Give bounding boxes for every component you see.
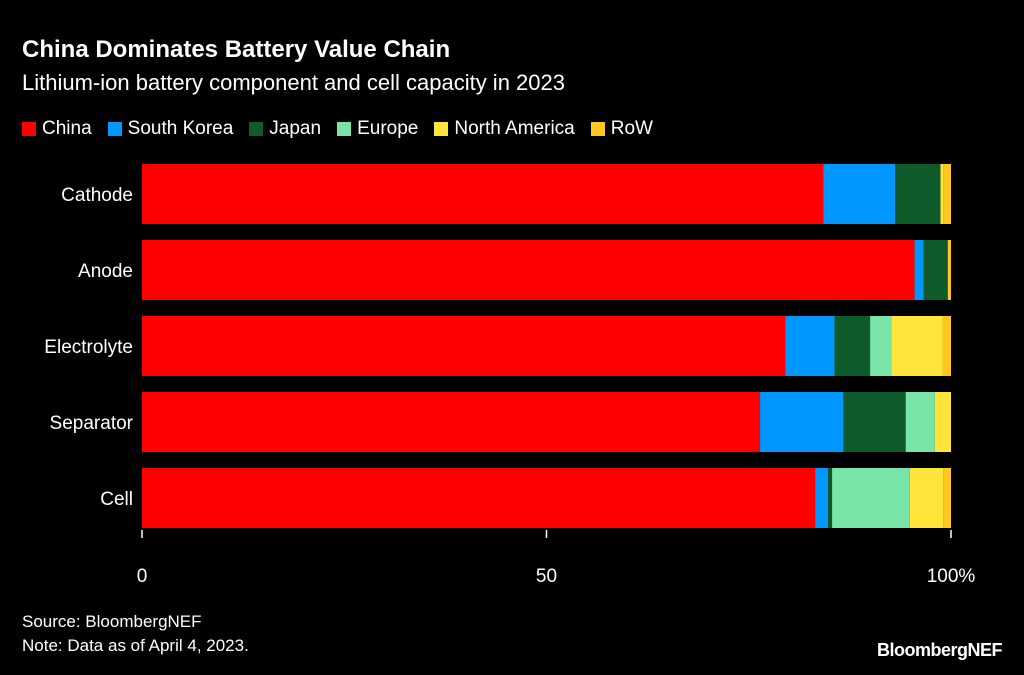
bar-segment-south-korea bbox=[785, 316, 835, 376]
bar-segment-south-korea bbox=[823, 164, 896, 224]
legend-label: North America bbox=[454, 118, 575, 139]
category-label: Separator bbox=[50, 413, 134, 434]
bar-segment-china bbox=[142, 240, 915, 300]
x-tick-label: 100% bbox=[927, 566, 976, 587]
bar-segment-north-america bbox=[891, 316, 943, 376]
bar-segment-europe bbox=[832, 468, 910, 528]
bar-segment-south-korea bbox=[815, 468, 829, 528]
bar-segment-japan bbox=[834, 316, 871, 376]
bar-segment-japan bbox=[895, 164, 941, 224]
legend-swatch bbox=[337, 122, 352, 136]
bar-segment-japan bbox=[843, 392, 906, 452]
legend-swatch bbox=[249, 122, 264, 136]
bar-segment-china bbox=[142, 316, 786, 376]
bar-segment-south-korea bbox=[914, 240, 924, 300]
chart: Cathode Anode Electrolyte Separator Cell 0 50 1… bbox=[44, 164, 976, 587]
bar-segment-row bbox=[942, 316, 951, 376]
legend-item: North America bbox=[434, 118, 575, 140]
bar-segment-europe bbox=[905, 392, 935, 452]
bar-segment-north-america bbox=[934, 392, 951, 452]
x-tick-label: 0 bbox=[137, 566, 148, 587]
legend-item: South Korea bbox=[107, 118, 234, 140]
legend: China South Korea Japan Europe North America… bbox=[22, 118, 653, 140]
legend-label: RoW bbox=[610, 118, 653, 139]
bar-segment-europe bbox=[870, 316, 892, 376]
bar-segment-row bbox=[943, 164, 951, 224]
chart-subtitle: Lithium-ion battery component and cell c… bbox=[22, 70, 565, 95]
note-text: Note: Data as of April 4, 2023. bbox=[22, 636, 249, 655]
legend-label: Japan bbox=[269, 118, 322, 139]
legend-label: China bbox=[42, 118, 92, 139]
legend-item: China bbox=[22, 118, 92, 140]
bar-segment-japan bbox=[923, 240, 948, 300]
bar-segment-row bbox=[947, 240, 951, 300]
bar-segment-china bbox=[142, 164, 824, 224]
bar-segment-north-america bbox=[909, 468, 944, 528]
bar-segment-north-america bbox=[940, 164, 944, 224]
legend-swatch bbox=[107, 122, 122, 136]
legend-label: South Korea bbox=[127, 118, 234, 139]
category-label: Anode bbox=[78, 261, 133, 282]
bar-segment-south-korea bbox=[760, 392, 844, 452]
category-label: Electrolyte bbox=[44, 337, 133, 358]
bar-segment-row bbox=[943, 468, 951, 528]
bar-segment-china bbox=[142, 468, 816, 528]
legend-swatch bbox=[22, 122, 36, 136]
bloombergnef-logo: BloombergNEF bbox=[876, 640, 1003, 660]
legend-item: Japan bbox=[249, 118, 321, 140]
x-tick-label: 50 bbox=[536, 566, 557, 587]
category-label: Cathode bbox=[61, 185, 133, 206]
source-text: Source: BloombergNEF bbox=[22, 612, 202, 631]
legend-swatch bbox=[590, 122, 605, 136]
category-label: Cell bbox=[100, 489, 133, 510]
bar-segment-china bbox=[142, 392, 761, 452]
legend-item: RoW bbox=[590, 118, 653, 140]
chart-title: China Dominates Battery Value Chain bbox=[22, 36, 451, 63]
legend-item: Europe bbox=[337, 118, 418, 140]
legend-label: Europe bbox=[357, 118, 419, 139]
footnotes: Source: BloombergNEF Note: Data as of Ap… bbox=[22, 610, 249, 658]
legend-swatch bbox=[434, 122, 449, 136]
bar-segment-japan bbox=[828, 468, 833, 528]
